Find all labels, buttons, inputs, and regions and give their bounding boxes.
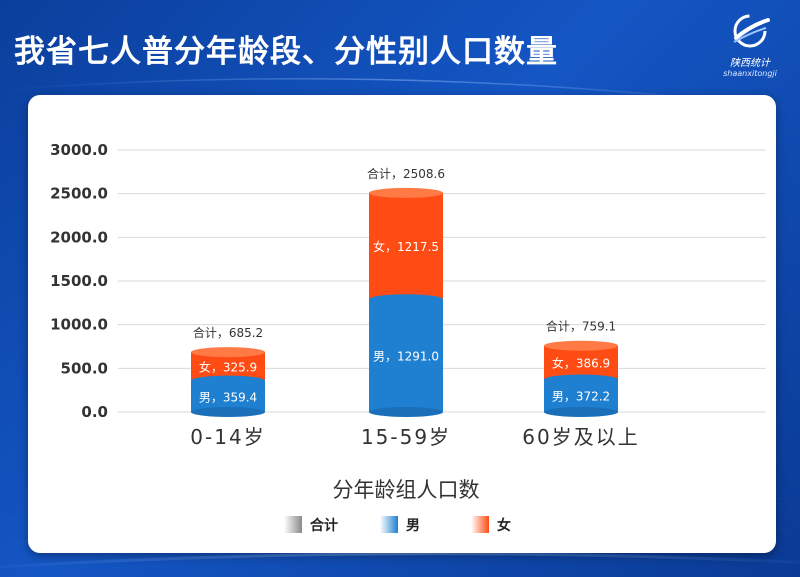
y-tick-label: 3000.0 [50, 141, 108, 159]
bar-joint [369, 294, 443, 305]
legend-swatch [284, 516, 302, 533]
data-label-female: 女，325.9 [199, 359, 257, 374]
data-label-male: 男，1291.0 [373, 350, 439, 364]
bar-joint [191, 375, 265, 386]
legend-swatch [380, 516, 398, 533]
bar-female [369, 192, 443, 300]
bar-male [191, 380, 265, 412]
y-tick-label: 1000.0 [50, 316, 108, 334]
bar-male [369, 299, 443, 412]
legend-label: 男 [406, 518, 420, 534]
logo-name-cn: 陕西统计 [730, 58, 770, 69]
bar-male-base [544, 407, 618, 417]
y-tick-label: 1500.0 [50, 272, 108, 290]
legend-label: 合计 [310, 517, 338, 534]
bar-male-base [369, 407, 443, 417]
bar-top-cap [191, 347, 265, 358]
bar-top-cap [544, 340, 618, 351]
legend-swatch [471, 516, 489, 533]
data-label-female: 女，1217.5 [373, 239, 439, 254]
y-tick-label: 500.0 [61, 359, 108, 377]
data-label-total: 合计，685.2 [193, 325, 263, 340]
y-tick-label: 2500.0 [50, 185, 108, 203]
shaanxi-stats-logo-icon [733, 14, 770, 48]
x-tick-label: 60岁及以上 [522, 425, 639, 449]
logo-name-en: shaanxitongji [723, 69, 777, 78]
x-tick-label: 0-14岁 [190, 425, 265, 449]
bar-male [544, 379, 618, 412]
y-tick-label: 2000.0 [50, 228, 108, 246]
data-label-total: 合计，2508.6 [367, 166, 445, 181]
page-title: 我省七人普分年龄段、分性别人口数量 [14, 34, 558, 70]
bar-female [544, 345, 618, 380]
data-label-male: 男，372.2 [552, 390, 610, 404]
bar-top-cap [369, 187, 443, 198]
data-label-male: 男，359.4 [199, 390, 257, 404]
population-chart: 0.0 500.0 1000.0 1500.0 2000.0 2500.0 3000.0 男，… [50, 141, 766, 534]
x-tick-label: 15-59岁 [361, 425, 451, 449]
data-label-total: 合计，759.1 [546, 319, 616, 334]
brand-logo: 陕西统计 shaanxitongji [712, 12, 788, 82]
bar-joint [544, 374, 618, 385]
y-tick-label: 0.0 [81, 403, 108, 421]
data-label-female: 女，386.9 [552, 356, 610, 371]
bar-male-base [191, 407, 265, 417]
legend-label: 女 [497, 517, 511, 534]
x-axis-title: 分年龄组人口数 [333, 478, 480, 502]
chart-panel: 0.0 500.0 1000.0 1500.0 2000.0 2500.0 3000.0 男，… [28, 95, 776, 553]
